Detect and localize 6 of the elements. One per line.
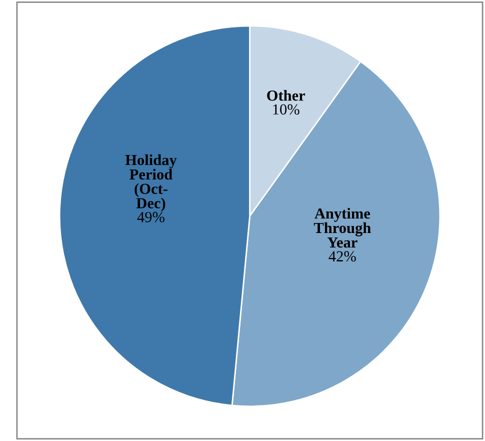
slice-label: Other <box>267 90 306 101</box>
data-label: 49% <box>137 212 164 222</box>
slice-label: Holiday Period (Oct- Dec) <box>125 154 177 212</box>
slice-label: Anytime Through Year <box>314 208 371 248</box>
data-label: 42% <box>328 251 356 262</box>
data-label: 10% <box>273 104 300 115</box>
